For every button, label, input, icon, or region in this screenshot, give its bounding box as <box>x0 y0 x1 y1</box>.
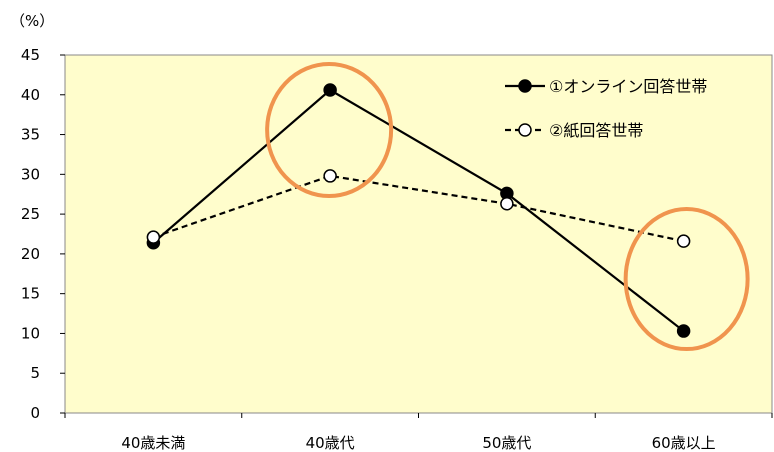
x-axis: 40歳未満 40歳代 50歳代 60歳以上 <box>64 413 773 452</box>
series-2-point <box>500 197 514 211</box>
y-tick-label: 35 <box>21 126 40 144</box>
y-tick-label: 10 <box>21 324 40 342</box>
series-2-point <box>323 169 337 183</box>
legend-marker-2 <box>518 123 532 137</box>
series-2-point <box>146 230 161 244</box>
x-tick-label: 40歳代 <box>306 434 355 452</box>
series-2-point <box>676 234 691 248</box>
y-tick-label: 40 <box>21 86 40 104</box>
series-layer <box>146 83 691 338</box>
x-tick-label: 50歳代 <box>482 434 531 452</box>
y-tick-label: 25 <box>21 205 40 223</box>
legend-label-2: ②紙回答世帯 <box>549 121 643 140</box>
y-axis: 0 5 10 15 20 25 30 35 40 45 <box>21 46 65 422</box>
y-tick-label: 30 <box>21 165 40 183</box>
highlight-layer <box>265 62 750 352</box>
series-1-point <box>676 324 691 338</box>
y-tick-label: 5 <box>30 364 40 382</box>
plot-area <box>64 54 773 414</box>
x-tick-label: 60歳以上 <box>652 434 716 452</box>
y-tick-label: 20 <box>21 245 40 263</box>
y-unit-label: （%） <box>10 12 54 30</box>
highlight-ellipse <box>265 62 394 199</box>
legend-marker-1 <box>518 79 532 93</box>
y-tick-label: 15 <box>21 285 40 303</box>
series-line-2 <box>153 174 684 243</box>
series-1-point <box>323 83 337 97</box>
y-tick-label: 45 <box>21 46 40 64</box>
legend-label-1: ①オンライン回答世帯 <box>549 77 707 96</box>
x-tick-label: 40歳未満 <box>121 434 185 452</box>
highlight-ellipse <box>623 207 750 352</box>
series-line-1 <box>152 88 685 332</box>
y-tick-label: 0 <box>30 404 40 422</box>
legend: ①オンライン回答世帯 ②紙回答世帯 <box>505 77 707 140</box>
